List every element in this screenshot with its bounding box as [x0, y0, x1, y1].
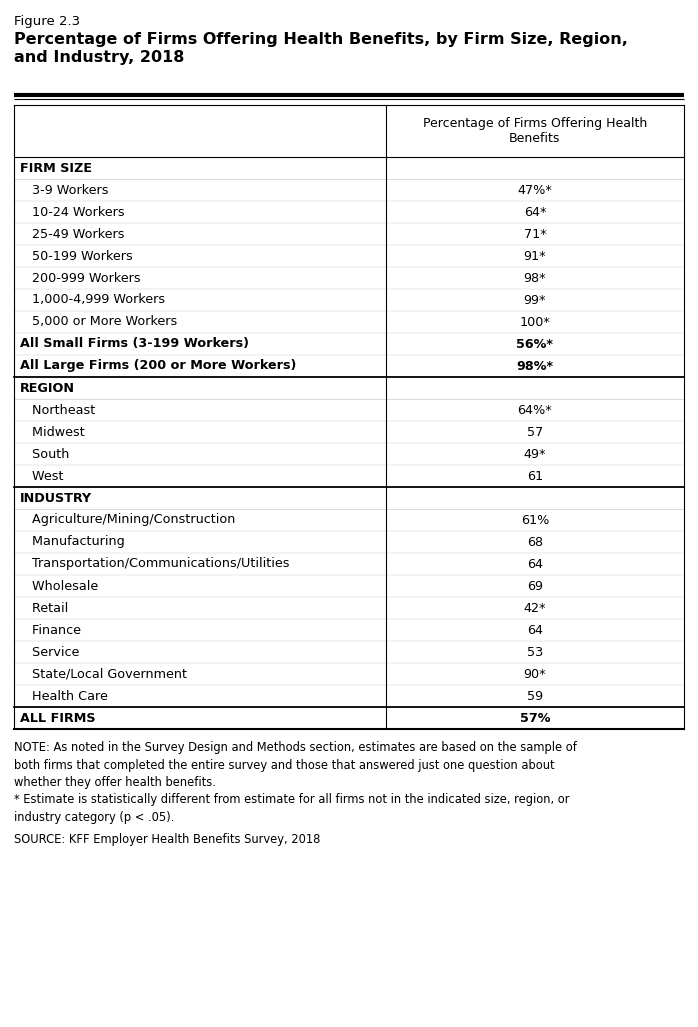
Text: Percentage of Firms Offering Health
Benefits: Percentage of Firms Offering Health Bene… [423, 116, 647, 146]
Text: Health Care: Health Care [20, 689, 108, 702]
Text: 100*: 100* [519, 315, 550, 329]
Text: Retail: Retail [20, 602, 68, 614]
Text: 200-999 Workers: 200-999 Workers [20, 271, 140, 284]
Text: Transportation/Communications/Utilities: Transportation/Communications/Utilities [20, 558, 290, 571]
Text: 64: 64 [527, 623, 543, 637]
Text: 61: 61 [527, 469, 543, 483]
Text: ALL FIRMS: ALL FIRMS [20, 712, 96, 724]
Text: Agriculture/Mining/Construction: Agriculture/Mining/Construction [20, 514, 235, 527]
Text: Northeast: Northeast [20, 404, 95, 417]
Text: West: West [20, 469, 64, 483]
Text: 69: 69 [527, 579, 543, 593]
Text: Finance: Finance [20, 623, 81, 637]
Text: 98*: 98* [524, 271, 547, 284]
Text: 1,000-4,999 Workers: 1,000-4,999 Workers [20, 294, 165, 306]
Text: State/Local Government: State/Local Government [20, 668, 187, 681]
Text: 68: 68 [527, 535, 543, 548]
Text: Manufacturing: Manufacturing [20, 535, 125, 548]
Text: FIRM SIZE: FIRM SIZE [20, 161, 92, 175]
Text: 5,000 or More Workers: 5,000 or More Workers [20, 315, 177, 329]
Text: 57%: 57% [520, 712, 550, 724]
Text: Figure 2.3: Figure 2.3 [14, 15, 80, 28]
Text: Midwest: Midwest [20, 425, 84, 439]
Text: Percentage of Firms Offering Health Benefits, by Firm Size, Region,
and Industry: Percentage of Firms Offering Health Bene… [14, 32, 628, 65]
Text: South: South [20, 448, 69, 460]
Text: 57: 57 [527, 425, 543, 439]
Text: All Large Firms (200 or More Workers): All Large Firms (200 or More Workers) [20, 359, 297, 373]
Text: 59: 59 [527, 689, 543, 702]
Text: All Small Firms (3-199 Workers): All Small Firms (3-199 Workers) [20, 338, 249, 350]
Text: 64: 64 [527, 558, 543, 571]
Text: 61%: 61% [521, 514, 549, 527]
Text: Service: Service [20, 646, 80, 658]
Text: 47%*: 47%* [517, 184, 552, 196]
Text: REGION: REGION [20, 381, 75, 394]
Text: 90*: 90* [524, 668, 547, 681]
Text: NOTE: As noted in the Survey Design and Methods section, estimates are based on : NOTE: As noted in the Survey Design and … [14, 741, 577, 789]
Text: INDUSTRY: INDUSTRY [20, 492, 92, 504]
Text: 3-9 Workers: 3-9 Workers [20, 184, 108, 196]
Text: SOURCE: KFF Employer Health Benefits Survey, 2018: SOURCE: KFF Employer Health Benefits Sur… [14, 833, 320, 846]
Text: 49*: 49* [524, 448, 546, 460]
Text: 71*: 71* [524, 228, 547, 240]
Text: 56%*: 56%* [517, 338, 554, 350]
Text: 99*: 99* [524, 294, 546, 306]
Text: 53: 53 [527, 646, 543, 658]
Text: Wholesale: Wholesale [20, 579, 98, 593]
Text: 25-49 Workers: 25-49 Workers [20, 228, 124, 240]
Text: 98%*: 98%* [517, 359, 554, 373]
Text: 91*: 91* [524, 250, 547, 263]
Text: 64%*: 64%* [517, 404, 552, 417]
Text: 64*: 64* [524, 205, 546, 219]
Text: 42*: 42* [524, 602, 546, 614]
Text: 50-199 Workers: 50-199 Workers [20, 250, 133, 263]
Text: 10-24 Workers: 10-24 Workers [20, 205, 125, 219]
Text: * Estimate is statistically different from estimate for all firms not in the ind: * Estimate is statistically different fr… [14, 793, 570, 824]
